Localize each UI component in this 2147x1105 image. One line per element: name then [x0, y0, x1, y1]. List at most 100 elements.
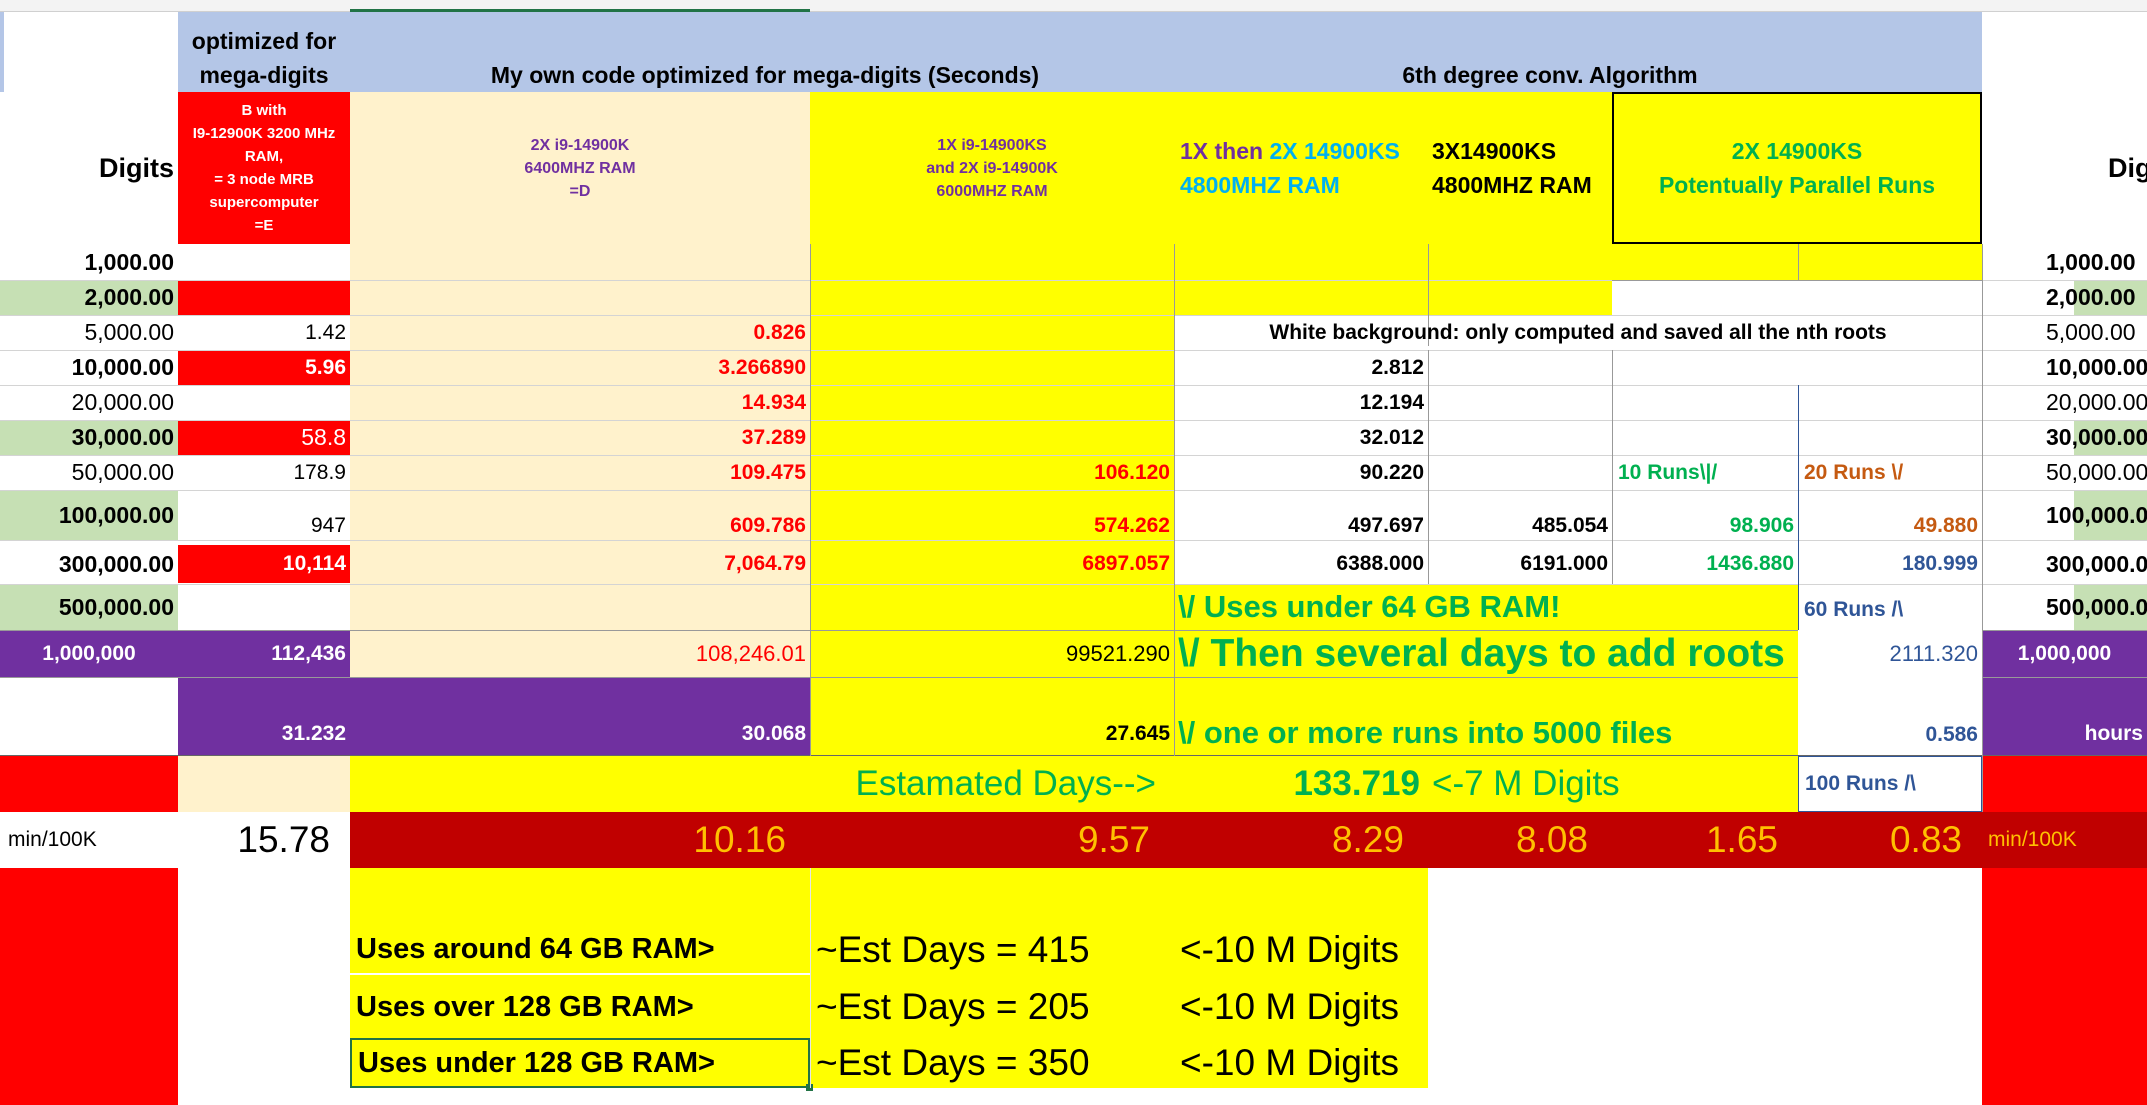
col-f-value: 32.012	[1359, 425, 1424, 449]
col-d-value: 14.934	[741, 390, 806, 414]
cell-fill-handle[interactable]	[806, 1084, 813, 1091]
col-b-value: 1.42	[305, 320, 346, 344]
bg	[0, 868, 178, 1105]
digits-right-cell: 30,000.00	[2046, 424, 2147, 450]
col-b-value: 178.9	[293, 460, 346, 484]
col-b-value: 5.96	[305, 355, 346, 379]
bg	[350, 630, 810, 677]
digits-right-cell: 10,000.00	[2046, 354, 2147, 380]
digits-cell: 1,000,000	[42, 641, 136, 665]
col-d-value: 3.266890	[718, 355, 806, 379]
col-i-value: 49.880	[1913, 513, 1978, 537]
col-i-value: 180.999	[1902, 552, 1978, 575]
digits-right-cell: 100,000.00	[2046, 501, 2147, 528]
bg	[178, 420, 350, 455]
col-d-value: 109.475	[730, 460, 806, 484]
col-d-sub-line: =D	[569, 182, 591, 200]
digits-cell: 10,000.00	[71, 354, 174, 380]
col-f-subheader: 1X then 2X 14900KS 4800MHZ RAM	[1174, 92, 1428, 244]
col-e-sub-line: 1X i9-14900KS	[937, 136, 1047, 154]
col-b-header-top: optimized for	[191, 27, 337, 54]
col-b-sub-line: B with	[241, 102, 287, 119]
col-h-value: 1436.880	[1706, 552, 1794, 575]
bg	[1982, 756, 2147, 812]
digits-right-cell: 20,000.00	[2046, 389, 2147, 415]
conv-title: 6th degree conv. Algorithm	[1402, 61, 1698, 88]
bg	[1982, 630, 2147, 756]
col-d-sub-line: 6400MHZ RAM	[524, 159, 636, 177]
grid-line	[0, 420, 2147, 421]
bg	[1174, 244, 1612, 280]
ram-row-digits: <-10 M Digits	[1180, 1042, 1399, 1083]
grid-line	[1798, 244, 1799, 280]
grid-line	[1982, 244, 1983, 812]
bg	[178, 677, 350, 756]
column-ruler	[0, 0, 2147, 12]
col-b-sub-line: RAM,	[244, 148, 284, 165]
bg	[350, 868, 1428, 1088]
grid-line	[0, 455, 2147, 456]
col-e-value: 106.120	[1094, 460, 1170, 484]
bg	[178, 545, 350, 583]
col-f-sub-line1: 1X then 2X 14900KS	[1180, 134, 1400, 168]
grid-line	[810, 868, 811, 1088]
estimate-label: Estamated Days-->	[855, 764, 1156, 803]
white-background-note: White background: only computed and save…	[1269, 320, 1887, 344]
col-hi-sub-line2: Potentually Parallel Runs	[1658, 172, 1936, 198]
col-g-sub-line2: 4800MHZ RAM	[1432, 172, 1592, 198]
col-g-sub-line1: 3X14900KS	[1432, 138, 1557, 164]
col-h-value: 98.906	[1729, 513, 1794, 537]
header-blue-band	[178, 12, 1982, 92]
bg	[350, 756, 1798, 812]
bg	[178, 756, 350, 812]
col-i-runs: 20 Runs \/	[1804, 460, 1904, 484]
digits-cell: 100,000.00	[58, 501, 174, 528]
min-col-g: 8.08	[1515, 819, 1588, 860]
bg	[0, 280, 178, 315]
col-d-value: 609.786	[730, 513, 806, 537]
grid-line	[0, 630, 2147, 631]
col-g-subheader: 3X14900KS 4800MHZ RAM	[1428, 92, 1612, 244]
bg	[178, 350, 350, 385]
col-e-hours: 27.645	[1105, 722, 1170, 745]
bg	[0, 630, 350, 677]
col-e-value: 99521.290	[1066, 640, 1170, 666]
col-e-value: 574.262	[1094, 513, 1170, 537]
header-blank-left	[0, 12, 178, 92]
min-col-d: 10.16	[693, 819, 786, 860]
col-g-value: 485.054	[1532, 513, 1608, 537]
ram-row-label[interactable]: Uses under 128 GB RAM>	[350, 1038, 810, 1088]
digits-cell: 50,000.00	[71, 459, 174, 485]
ram-row-label: Uses over 128 GB RAM>	[356, 990, 694, 1023]
col-f-value: 12.194	[1359, 390, 1424, 414]
col-e-value: 6897.057	[1082, 552, 1170, 575]
bg	[810, 244, 1174, 677]
ram-row-digits: <-10 M Digits	[1180, 986, 1399, 1027]
digits-right-cell: 500,000.00	[2046, 593, 2147, 620]
digits-cell: 1,000.00	[84, 248, 174, 275]
digits-cell: 2,000.00	[84, 284, 174, 310]
grid-line	[0, 677, 2147, 678]
bg	[350, 244, 810, 630]
bg	[350, 677, 810, 756]
col-i-hours: 0.586	[1798, 677, 1982, 755]
col-f-value: 90.220	[1359, 460, 1424, 484]
col-b-value: 112,436	[271, 641, 346, 665]
ram-row-est: ~Est Days = 350	[816, 1042, 1090, 1083]
digits-cell: 30,000.00	[71, 424, 174, 450]
digits-right-cell: 300,000.00	[2046, 550, 2147, 577]
col-b-sub-line: =E	[254, 217, 274, 234]
bg	[2074, 490, 2147, 540]
bg	[1174, 280, 1612, 315]
min-col-b: 15.78	[237, 819, 330, 860]
grid-line	[0, 584, 2147, 585]
col-d-value: 108,246.01	[695, 640, 806, 666]
estimate-suffix: <-7 M Digits	[1432, 764, 1620, 803]
col-d-subheader: 2X i9-14900K 6400MHZ RAM =D	[350, 92, 810, 244]
estimate-value: 133.719	[1293, 764, 1420, 803]
ram-row-est: ~Est Days = 415	[816, 929, 1090, 970]
col-b-value: 947	[310, 513, 346, 537]
bg	[350, 812, 2147, 868]
bg	[1982, 868, 2147, 1105]
col-f-value: 2.812	[1371, 355, 1424, 379]
